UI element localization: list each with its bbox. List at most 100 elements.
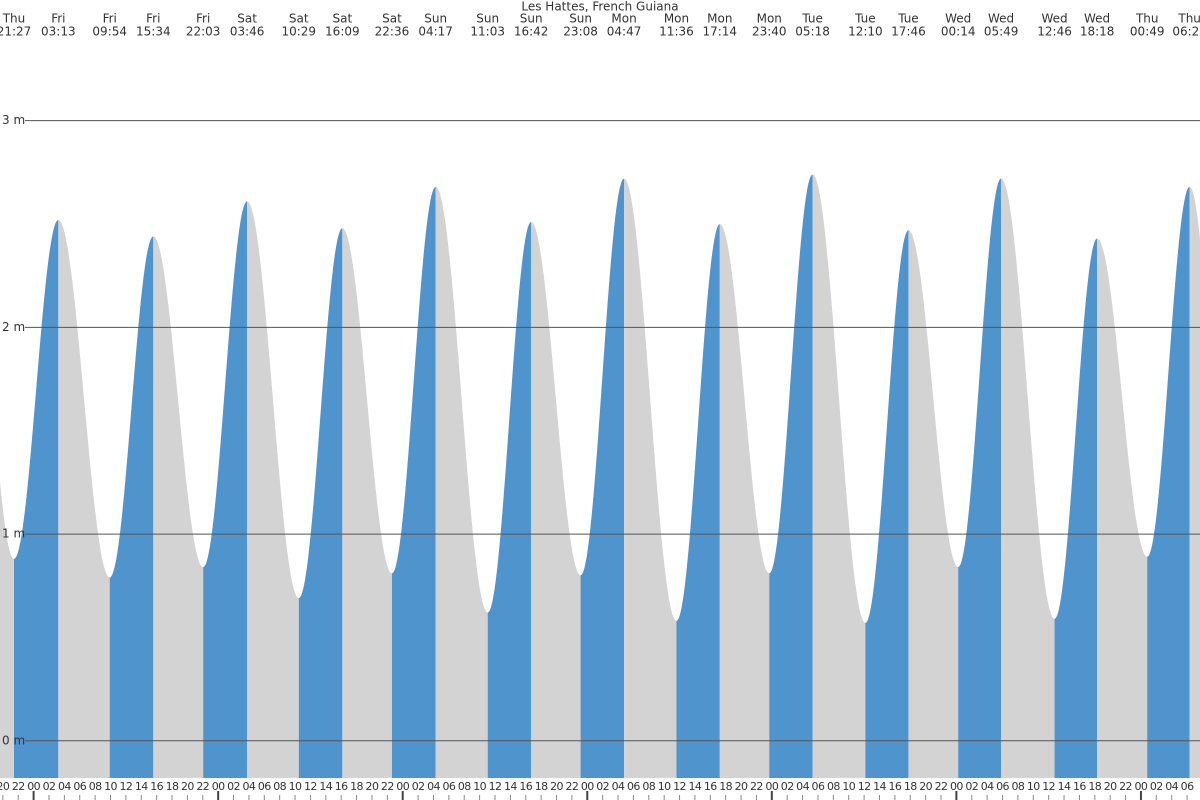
hour-tick-label: 18 — [904, 780, 917, 793]
extreme-time: 11:03 — [470, 25, 505, 39]
extreme-day: Tue — [897, 12, 919, 26]
y-tick-label: 2 m — [2, 320, 25, 334]
hour-tick-label: 00 — [950, 780, 963, 793]
extreme-day: Sat — [237, 12, 257, 26]
extreme-time: 22:03 — [186, 25, 221, 39]
hour-tick-label: 20 — [1104, 780, 1117, 793]
extreme-time: 03:46 — [230, 25, 265, 39]
hour-tick-label: 18 — [166, 780, 179, 793]
rising-area — [958, 178, 1002, 778]
hour-tick-label: 00 — [765, 780, 778, 793]
extreme-day: Mon — [611, 12, 636, 26]
hour-tick-label: 00 — [1135, 780, 1148, 793]
hour-tick-label: 14 — [1058, 780, 1071, 793]
rising-area — [1147, 186, 1190, 778]
hour-tick-label: 22 — [1119, 780, 1132, 793]
extreme-time: 12:10 — [848, 25, 883, 39]
rising-area — [1054, 238, 1098, 778]
hour-tick-label: 04 — [58, 780, 71, 793]
extreme-time: 04:47 — [607, 25, 642, 39]
hour-tick-label: 14 — [319, 780, 332, 793]
hour-tick-label: 10 — [289, 780, 302, 793]
hour-tick-label: 08 — [642, 780, 655, 793]
falling-area — [1001, 178, 1055, 778]
rising-area — [391, 186, 436, 778]
falling-area — [247, 201, 299, 779]
rising-area — [769, 174, 813, 778]
extreme-day: Wed — [945, 12, 971, 26]
hour-tick-label: 08 — [273, 780, 286, 793]
extreme-time: 10:29 — [281, 25, 316, 39]
y-tick-label: 0 m — [2, 733, 25, 747]
rising-area — [580, 178, 625, 778]
extreme-time: 23:08 — [563, 25, 598, 39]
rising-area — [298, 228, 343, 778]
hour-tick-label: 14 — [135, 780, 148, 793]
hour-tick-label: 22 — [750, 780, 763, 793]
extreme-time: 17:14 — [702, 25, 737, 39]
hour-tick-label: 00 — [396, 780, 409, 793]
hour-tick-label: 06 — [996, 780, 1009, 793]
rising-area — [203, 201, 248, 779]
hour-tick-label: 02 — [596, 780, 609, 793]
extreme-day: Sun — [569, 12, 592, 26]
hour-tick-label: 10 — [1027, 780, 1040, 793]
hour-tick-label: 02 — [781, 780, 794, 793]
rising-area — [865, 230, 909, 778]
extreme-day: Wed — [1041, 12, 1067, 26]
hour-tick-label: 10 — [842, 780, 855, 793]
hour-tick-label: 18 — [350, 780, 363, 793]
falling-area — [58, 219, 110, 779]
falling-area — [812, 174, 866, 778]
extreme-time: 18:18 — [1080, 25, 1115, 39]
hour-tick-label: 00 — [27, 780, 40, 793]
falling-area — [1097, 238, 1148, 778]
hour-tick-label: 00 — [212, 780, 225, 793]
hour-tick-label: 22 — [935, 780, 948, 793]
hour-tick-label: 02 — [227, 780, 240, 793]
hour-tick-label: 20 — [919, 780, 932, 793]
falling-area — [342, 228, 392, 778]
hour-tick-label: 06 — [1181, 780, 1194, 793]
hour-tick-label: 14 — [504, 780, 517, 793]
extreme-time: 05:18 — [795, 25, 830, 39]
hour-tick-label: 06 — [812, 780, 825, 793]
falling-area — [1189, 186, 1200, 778]
hour-tick-label: 18 — [719, 780, 732, 793]
hour-tick-label: 18 — [1088, 780, 1101, 793]
hour-tick-label: 00 — [581, 780, 594, 793]
extreme-time: 15:34 — [136, 25, 171, 39]
hour-tick-label: 10 — [473, 780, 486, 793]
hour-tick-label: 12 — [489, 780, 502, 793]
falling-area — [435, 186, 488, 778]
extreme-day: Sun — [520, 12, 543, 26]
hour-tick-label: 20 — [366, 780, 379, 793]
hour-tick-label: 12 — [1042, 780, 1055, 793]
falling-area — [531, 221, 581, 779]
rising-area — [676, 223, 720, 779]
extreme-day: Thu — [1135, 12, 1159, 26]
extreme-day: Mon — [664, 12, 689, 26]
rising-area — [14, 219, 59, 779]
hour-tick-label: 20 — [550, 780, 563, 793]
hour-tick-label: 16 — [888, 780, 901, 793]
extreme-time: 17:46 — [891, 25, 926, 39]
falling-area — [624, 178, 677, 778]
hour-tick-label: 20 — [181, 780, 194, 793]
hour-tick-label: 22 — [565, 780, 578, 793]
extreme-day: Wed — [988, 12, 1014, 26]
hour-tick-label: 04 — [427, 780, 440, 793]
hour-tick-label: 06 — [442, 780, 455, 793]
falling-area — [908, 230, 959, 778]
falling-area — [719, 223, 770, 779]
extreme-day: Mon — [757, 12, 782, 26]
extreme-day: Fri — [103, 12, 117, 26]
hour-tick-label: 12 — [858, 780, 871, 793]
hour-tick-label: 14 — [873, 780, 886, 793]
hour-tick-label: 04 — [612, 780, 625, 793]
hour-tick-label: 16 — [150, 780, 163, 793]
extreme-day: Sat — [333, 12, 353, 26]
chart-title: Les Hattes, French Guiana — [521, 0, 678, 14]
extreme-day: Mon — [707, 12, 732, 26]
extreme-time: 16:42 — [514, 25, 549, 39]
